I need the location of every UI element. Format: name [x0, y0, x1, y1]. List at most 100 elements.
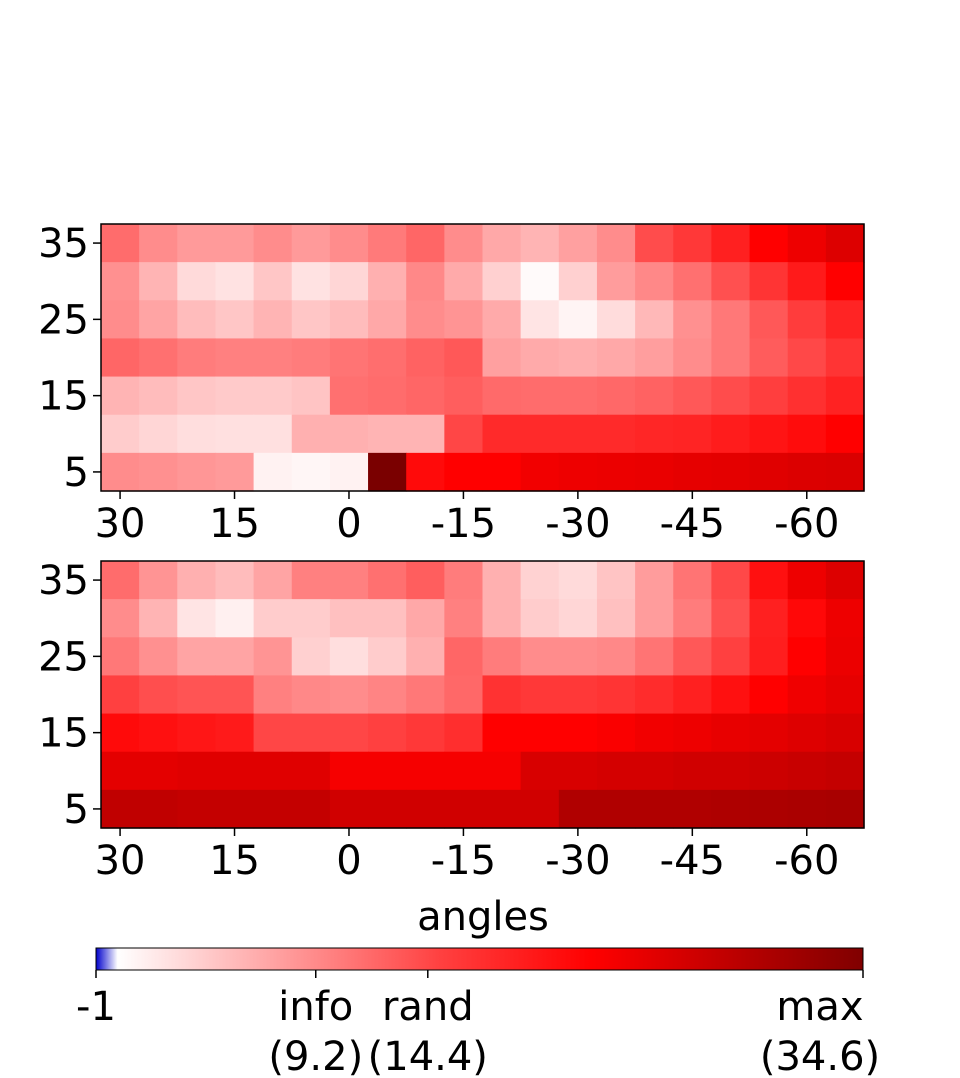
- heatmap-cell: [787, 452, 827, 492]
- heatmap-cell: [329, 561, 369, 600]
- heatmap-cell: [215, 338, 255, 378]
- heatmap-cell: [406, 414, 445, 454]
- heatmap-cell: [177, 300, 217, 340]
- colorbar-tick-value: (34.6): [760, 1034, 880, 1078]
- x-tick-label: -60: [774, 838, 839, 884]
- heatmap-cell: [673, 751, 712, 791]
- heatmap-cell: [596, 452, 636, 492]
- heatmap-cell: [635, 637, 674, 677]
- heatmap-cell: [406, 561, 445, 600]
- heatmap-cell: [749, 713, 789, 753]
- heatmap-cell: [482, 376, 522, 416]
- heatmap-cell: [635, 338, 674, 378]
- heatmap-cell: [749, 338, 789, 378]
- heatmap-cell: [406, 675, 445, 715]
- heatmap-cell: [596, 561, 636, 600]
- heatmap-cell: [177, 224, 217, 263]
- heatmap-cell: [558, 376, 598, 416]
- heatmap-cell: [253, 376, 293, 416]
- heatmap-cell: [368, 789, 407, 829]
- heatmap-cell: [482, 224, 522, 263]
- colorbar-tick-label: max: [776, 984, 863, 1030]
- heatmap-cell: [139, 262, 178, 301]
- heatmap-cell: [215, 414, 255, 454]
- heatmap-cell: [253, 300, 293, 340]
- heatmap-cell: [406, 262, 445, 301]
- heatmap-cell: [253, 637, 293, 677]
- heatmap-cell: [596, 713, 636, 753]
- heatmap-cell: [444, 414, 484, 454]
- heatmap-cell: [329, 376, 369, 416]
- heatmap-cell: [558, 789, 598, 829]
- y-tick-label: 25: [38, 297, 89, 343]
- heatmap-cell: [329, 789, 369, 829]
- heatmap-cell: [139, 789, 178, 829]
- heatmap-cell: [177, 452, 217, 492]
- heatmap-cell: [787, 713, 827, 753]
- x-tick-label: -15: [431, 838, 496, 884]
- heatmap-cell: [139, 224, 178, 263]
- heatmap-cell: [329, 751, 369, 791]
- heatmap-cell: [558, 262, 598, 301]
- heatmap-cell: [482, 675, 522, 715]
- heatmap-cell: [596, 675, 636, 715]
- heatmap-cell: [673, 789, 712, 829]
- heatmap-cell: [329, 262, 369, 301]
- heatmap-cell: [596, 262, 636, 301]
- heatmap-cell: [787, 561, 827, 600]
- heatmap-cell: [596, 300, 636, 340]
- heatmap-cell: [368, 338, 407, 378]
- heatmap-cell: [253, 561, 293, 600]
- heatmap-cell: [596, 376, 636, 416]
- heatmap-cell: [787, 414, 827, 454]
- heatmap-cell: [444, 224, 484, 263]
- heatmap-cell: [825, 262, 865, 301]
- heatmap-cell: [520, 637, 560, 677]
- heatmap-cell: [101, 452, 140, 492]
- y-tick-label: 35: [38, 221, 89, 267]
- heatmap-cell: [749, 376, 789, 416]
- bottom-x-ticks: 30 15 0 -15 -30 -45 -60: [95, 828, 839, 884]
- heatmap-cell: [520, 262, 560, 301]
- bottom-y-ticks: 35 25 15 5: [38, 558, 101, 833]
- heatmap-cell: [825, 675, 865, 715]
- heatmap-cell: [253, 414, 293, 454]
- heatmap-cell: [749, 262, 789, 301]
- heatmap-cell: [711, 713, 751, 753]
- heatmap-cell: [558, 338, 598, 378]
- y-tick-label: 25: [38, 634, 89, 680]
- heatmap-cell: [673, 376, 712, 416]
- colorbar-tick-label: info: [278, 984, 353, 1030]
- heatmap-cell: [291, 452, 331, 492]
- heatmap-cell: [101, 789, 140, 829]
- heatmap-cell: [711, 789, 751, 829]
- heatmap-cell: [635, 713, 674, 753]
- heatmap-cell: [558, 637, 598, 677]
- heatmap-cell: [444, 376, 484, 416]
- heatmap-cell: [749, 452, 789, 492]
- heatmap-cell: [749, 789, 789, 829]
- heatmap-cell: [177, 637, 217, 677]
- heatmap-cell: [635, 789, 674, 829]
- heatmap-cell: [253, 751, 293, 791]
- heatmap-cell: [596, 414, 636, 454]
- bottom-heatmap-cells: [101, 561, 865, 829]
- heatmap-cell: [596, 751, 636, 791]
- bottom-heatmap-panel: 35 25 15 5 30 15 0 -15 -30 -45 -60: [38, 558, 865, 884]
- colorbar-tick-value: (9.2): [268, 1034, 363, 1078]
- heatmap-cell: [482, 789, 522, 829]
- heatmap-cell: [482, 300, 522, 340]
- heatmap-cell: [177, 713, 217, 753]
- heatmap-cell: [329, 224, 369, 263]
- heatmap-cell: [177, 789, 217, 829]
- heatmap-cell: [291, 561, 331, 600]
- heatmap-cell: [215, 637, 255, 677]
- heatmap-cell: [139, 452, 178, 492]
- heatmap-cell: [558, 675, 598, 715]
- heatmap-cell: [711, 414, 751, 454]
- heatmap-cell: [101, 262, 140, 301]
- heatmap-cell: [520, 713, 560, 753]
- top-heatmap-panel: 35 25 15 5 30 15 0 -15 -30 -45 -60: [38, 221, 865, 547]
- heatmap-cell: [253, 338, 293, 378]
